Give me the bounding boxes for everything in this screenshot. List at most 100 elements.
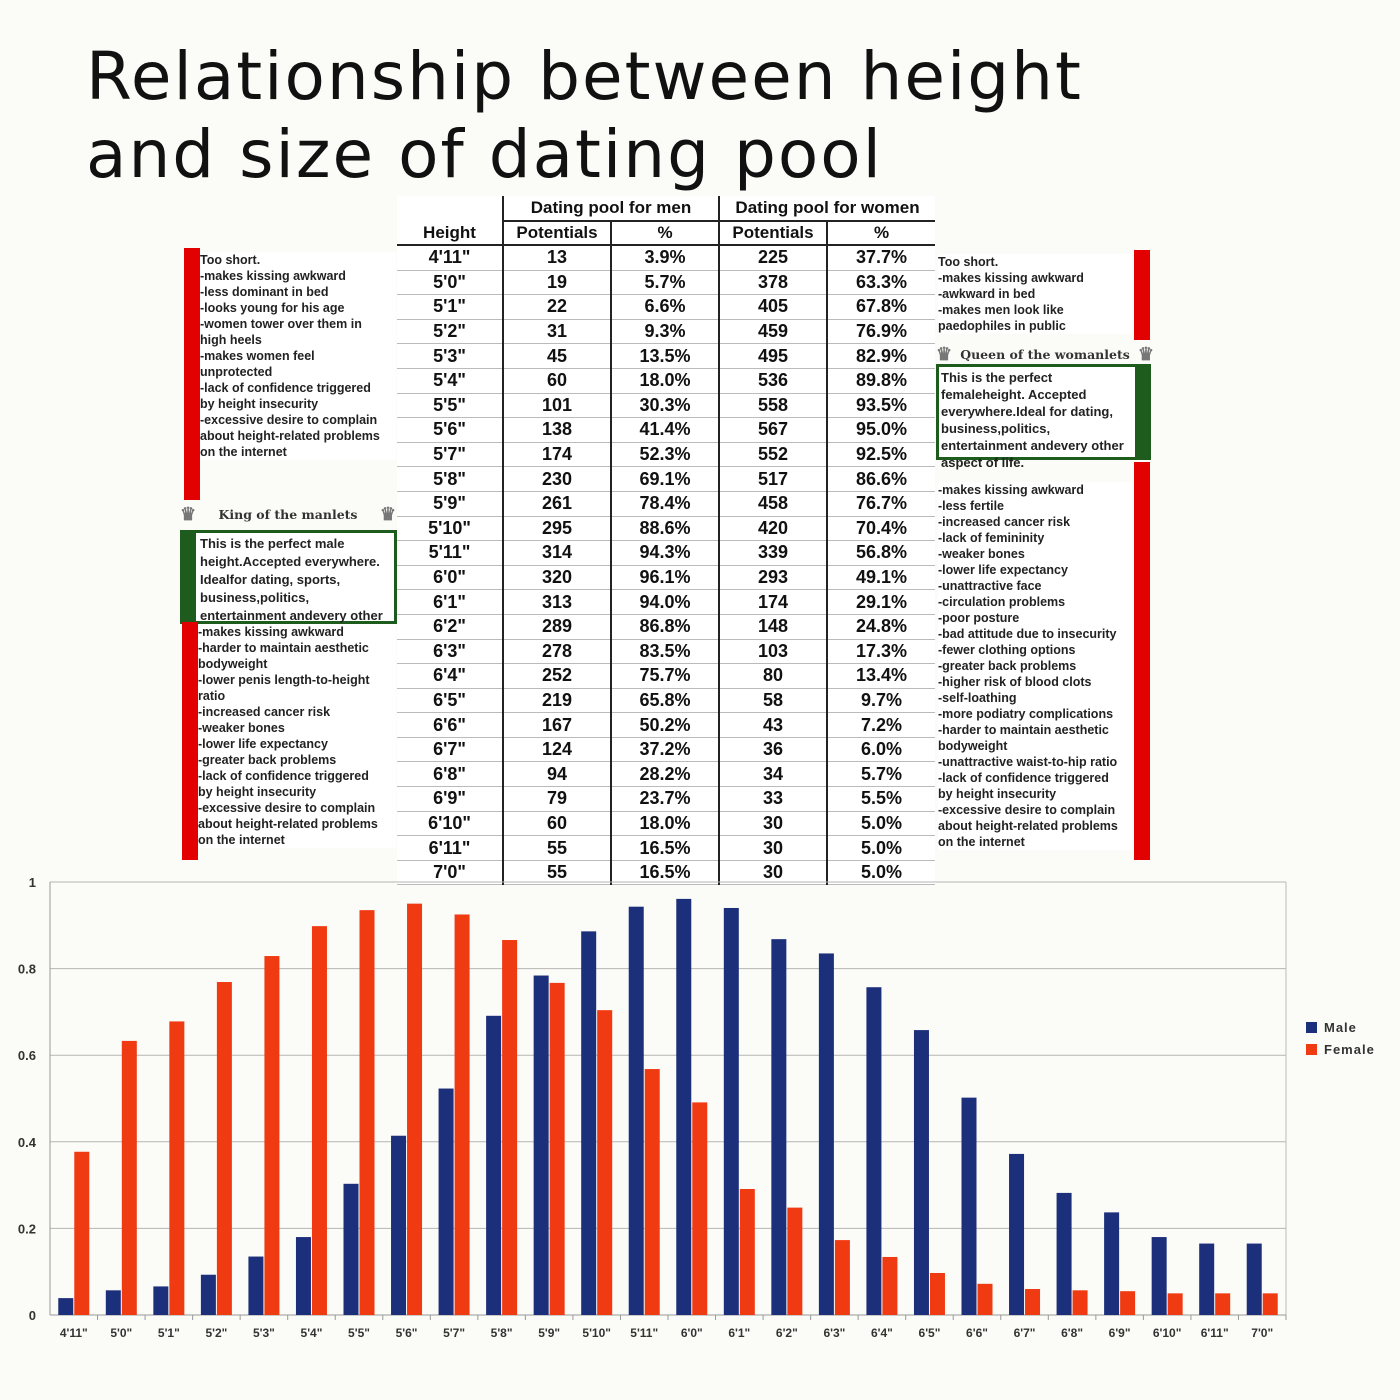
male-bar — [1056, 1192, 1072, 1315]
note-line: -lower life expectancy — [938, 563, 1068, 577]
men-pct-cell: 41.4% — [610, 417, 719, 443]
male-bar — [533, 975, 549, 1315]
height-cell: 5'7" — [397, 442, 503, 468]
x-tick-label: 6'6" — [966, 1326, 988, 1340]
men-potentials-cell: 174 — [502, 442, 611, 468]
x-tick-label: 6'8" — [1061, 1326, 1083, 1340]
x-tick-label: 5'7" — [443, 1326, 465, 1340]
men-potentials-cell: 55 — [502, 835, 611, 861]
women-group-header: Dating pool for women — [718, 196, 935, 222]
table-row: 6'5" 219 65.8% 58 9.7% — [397, 688, 935, 714]
female-bar — [834, 1240, 850, 1315]
men-pct-cell: 13.5% — [610, 343, 719, 369]
men-pct-cell: 83.5% — [610, 639, 719, 665]
men-potentials-cell: 167 — [502, 712, 611, 738]
note-line: -makes kissing awkward — [200, 269, 346, 283]
table-row: 7'0" 55 16.5% 30 5.0% — [397, 860, 935, 886]
men-pct-cell: 5.7% — [610, 270, 719, 296]
note-line: -less dominant in bed — [200, 285, 329, 299]
table-header-group-row: Dating pool for men Dating pool for wome… — [397, 196, 935, 222]
chart-legend: Male Female — [1306, 1020, 1374, 1057]
perfect-male-box: This is the perfect male height.Accepted… — [180, 530, 397, 641]
height-cell: 6'3" — [397, 639, 503, 665]
height-cell: 6'5" — [397, 688, 503, 714]
women-pct-cell: 13.4% — [826, 663, 935, 689]
note-line: -increased cancer risk — [938, 515, 1071, 529]
women-potentials-cell: 58 — [718, 688, 827, 714]
note-line: This is the perfect female — [941, 370, 1053, 402]
men-potentials-cell: 138 — [502, 417, 611, 443]
men-pct-cell: 30.3% — [610, 393, 719, 419]
table-row: 6'9" 79 23.7% 33 5.5% — [397, 786, 935, 812]
right-tall-red-bar — [1134, 462, 1150, 860]
table-row: 6'2" 289 86.8% 148 24.8% — [397, 614, 935, 640]
note-line: -makes kissing awkward — [198, 625, 344, 639]
table-row: 5'5" 101 30.3% 558 93.5% — [397, 393, 935, 419]
women-pct-cell: 95.0% — [826, 417, 935, 443]
female-bar — [502, 940, 518, 1315]
men-potentials-cell: 295 — [502, 516, 611, 542]
women-pct-cell: 82.9% — [826, 343, 935, 369]
note-line: -makes men look like — [938, 303, 1064, 317]
men-pct-cell: 16.5% — [610, 860, 719, 886]
women-pct-cell: 17.3% — [826, 639, 935, 665]
women-potentials-cell: 225 — [718, 245, 827, 271]
crown-icon: ♛ — [180, 504, 197, 525]
x-tick-label: 6'7" — [1014, 1326, 1036, 1340]
x-tick-label: 5'5" — [348, 1326, 370, 1340]
note-line: by height insecurity — [200, 397, 319, 411]
men-potentials-cell: 60 — [502, 811, 611, 837]
height-cell: 6'0" — [397, 565, 503, 591]
x-tick-label: 5'10" — [582, 1326, 611, 1340]
women-pct-cell: 37.7% — [826, 245, 935, 271]
legend-swatch — [1306, 1044, 1317, 1055]
left-tall-notes: -makes kissing awkward -harder to mainta… — [198, 624, 396, 848]
female-bar — [216, 982, 232, 1315]
table-header-row: Height Potentials % Potentials % — [397, 221, 935, 246]
x-tick-label: 7'0" — [1251, 1326, 1273, 1340]
female-bar — [407, 903, 423, 1315]
note-line: -lower penis length-to-height — [198, 673, 370, 687]
table-row: 5'2" 31 9.3% 459 76.9% — [397, 319, 935, 345]
note-line: -lack of confidence triggered — [938, 771, 1109, 785]
male-bar — [866, 987, 882, 1315]
height-cell: 5'8" — [397, 466, 503, 492]
king-label: King of the manlets — [218, 507, 358, 522]
empty-header-cell — [397, 196, 503, 221]
x-tick-label: 5'3" — [253, 1326, 275, 1340]
note-line: -bad attitude due to insecurity — [938, 627, 1117, 641]
x-tick-label: 5'0" — [110, 1326, 132, 1340]
table-row: 5'1" 22 6.6% 405 67.8% — [397, 294, 935, 320]
note-line: -excessive desire to complain — [938, 803, 1116, 817]
women-potentials-cell: 567 — [718, 417, 827, 443]
table-row: 5'11" 314 94.3% 339 56.8% — [397, 540, 935, 566]
table-row: 5'0" 19 5.7% 378 63.3% — [397, 270, 935, 296]
men-pct-cell: 94.3% — [610, 540, 719, 566]
men-potentials-cell: 278 — [502, 639, 611, 665]
female-bar — [739, 1188, 755, 1315]
women-pct-cell: 92.5% — [826, 442, 935, 468]
y-tick-label: 0.4 — [18, 1135, 37, 1150]
note-line: Too short. — [200, 253, 261, 267]
men-pct-header: % — [610, 221, 719, 246]
male-bar — [295, 1237, 311, 1315]
note-line: high heels — [200, 333, 262, 347]
women-potentials-cell: 30 — [718, 835, 827, 861]
x-tick-label: 5'9" — [538, 1326, 560, 1340]
note-line: -weaker bones — [938, 547, 1025, 561]
women-pct-cell: 86.6% — [826, 466, 935, 492]
note-line: -greater back problems — [938, 659, 1077, 673]
women-potentials-cell: 459 — [718, 319, 827, 345]
table-row: 5'7" 174 52.3% 552 92.5% — [397, 442, 935, 468]
table-row: 5'10" 295 88.6% 420 70.4% — [397, 516, 935, 542]
male-bar — [581, 931, 597, 1315]
women-potentials-cell: 378 — [718, 270, 827, 296]
men-pct-cell: 50.2% — [610, 712, 719, 738]
right-short-red-bar — [1134, 250, 1150, 340]
women-pct-cell: 63.3% — [826, 270, 935, 296]
female-bar — [1215, 1293, 1231, 1315]
female-bar — [1262, 1293, 1278, 1315]
note-line: -awkward in bed — [938, 287, 1036, 301]
male-bar — [1009, 1153, 1025, 1315]
height-cell: 5'4" — [397, 368, 503, 394]
